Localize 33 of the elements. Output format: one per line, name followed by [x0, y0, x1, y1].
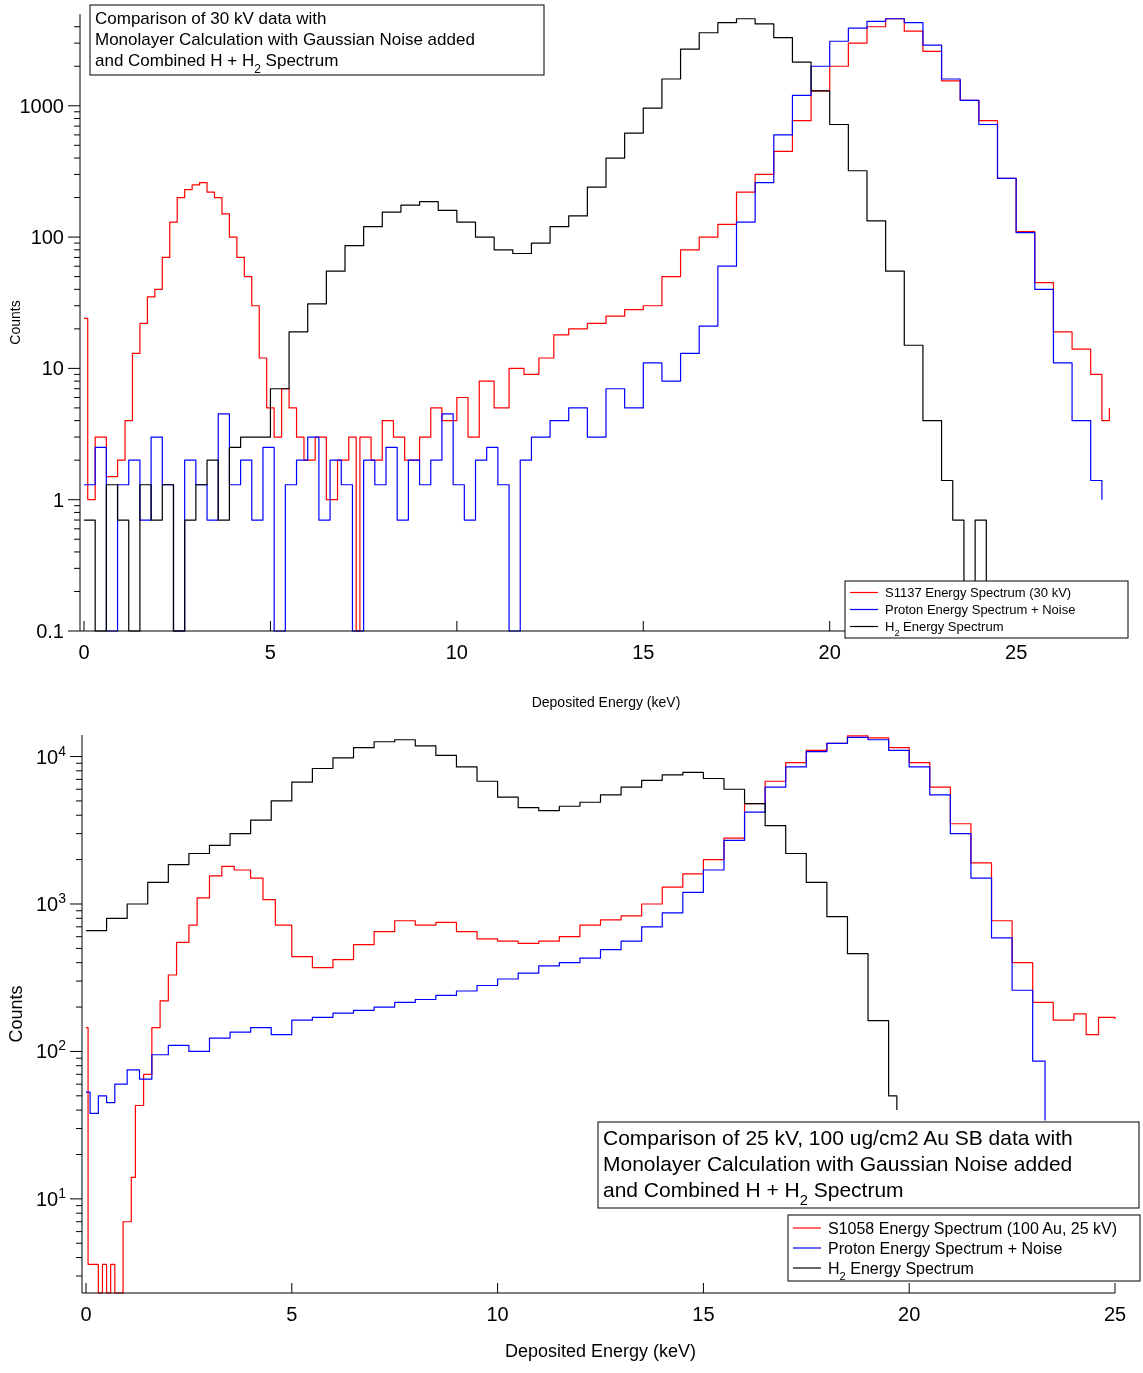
legend-label: Proton Energy Spectrum + Noise: [828, 1239, 1063, 1257]
legend-label: H$_{2}$ Energy Spectrum: [828, 1259, 974, 1282]
y-tick-label: 10$^{1}$: [35, 1184, 67, 1210]
x-tick-label: 10: [486, 1303, 509, 1325]
x-tick-label: 10: [445, 641, 468, 663]
legend-label: Proton Energy Spectrum + Noise: [885, 602, 1076, 618]
legend-label: S1058 Energy Spectrum (100 Au, 25 kV): [828, 1219, 1118, 1237]
y-tick-label: 10$^{3}$: [35, 889, 67, 915]
x-tick-label: 15: [632, 641, 655, 663]
y-tick-label: 10$^{2}$: [35, 1037, 67, 1063]
title-text-box: Comparison of 25 kV, 100 ug/cm2 Au SB data with Monolayer Calculation with Gaussian Noise added and Combined H + H$_{2}$ Spectrum: [597, 1121, 1140, 1209]
x-axis-title: Deposited Energy (keV): [504, 1341, 697, 1361]
y-tick-label: 1000: [19, 94, 64, 117]
y-tick-label: 10: [41, 357, 64, 380]
y-axis-title: Counts: [7, 300, 23, 345]
x-tick-label: 25: [1103, 1303, 1127, 1325]
y-tick-label: 0.1: [36, 620, 64, 642]
x-tick-label: 25: [1005, 641, 1028, 663]
title-text-box: Comparison of 30 kV data with Monolayer Calculation with Gaussian Noise added and Combined H + H$_{2}$ Spectrum: [89, 4, 545, 76]
y-axis-title: Counts: [6, 985, 26, 1043]
x-tick-label: 0: [78, 641, 90, 663]
y-tick-label: 100: [30, 226, 64, 249]
x-tick-label: 15: [692, 1303, 715, 1325]
y-tick-label: 10$^{4}$: [35, 742, 67, 768]
x-axis-title: Deposited Energy (keV): [531, 694, 681, 710]
x-tick-label: 0: [80, 1303, 92, 1325]
legend-label: S1137 Energy Spectrum (30 kV): [885, 585, 1072, 601]
x-tick-label: 20: [898, 1303, 921, 1325]
x-tick-label: 20: [818, 641, 841, 663]
x-tick-label: 5: [264, 641, 276, 663]
legend-label: H$_{2}$ Energy Spectrum: [885, 619, 1004, 639]
x-tick-label: 5: [286, 1303, 298, 1325]
y-tick-label: 1: [52, 488, 64, 511]
